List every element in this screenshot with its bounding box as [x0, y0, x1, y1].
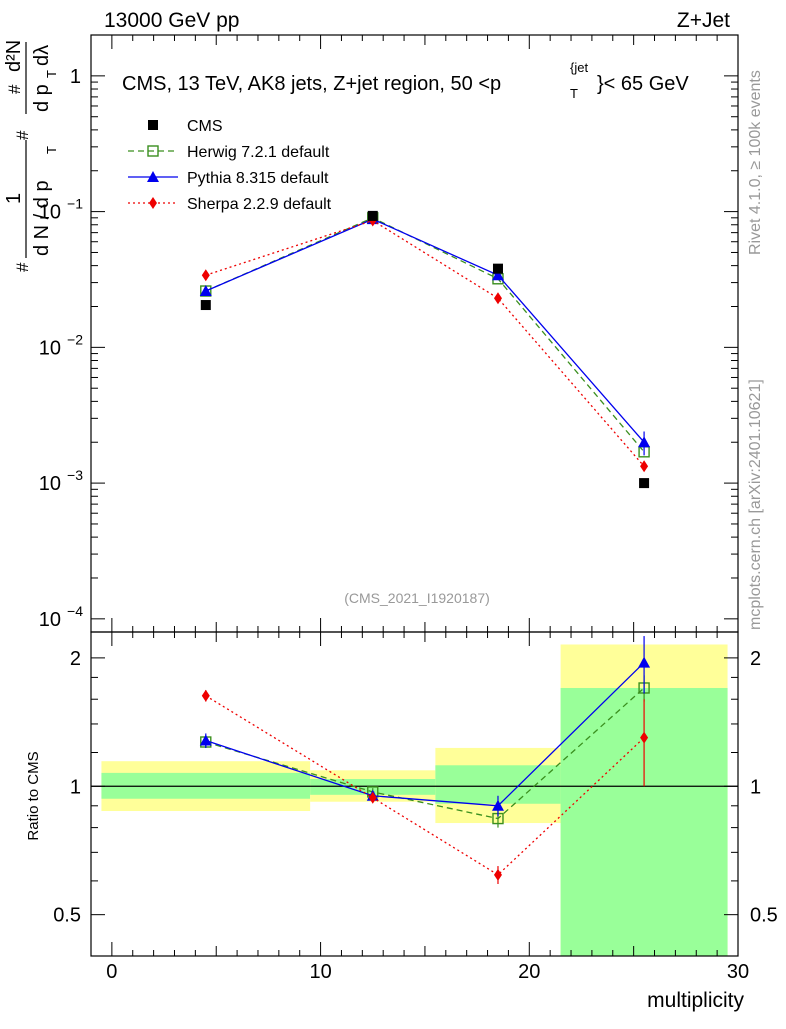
data-point: [199, 285, 212, 297]
y-tick-exponent: −2: [67, 331, 83, 347]
ylabel-one: 1: [3, 193, 25, 204]
ratio-y-tick-label: 1: [70, 776, 81, 798]
data-point: [367, 210, 378, 221]
x-tick-label: 10: [309, 961, 331, 983]
rivet-label: Rivet 4.1.0, ≥ 100k events: [747, 70, 764, 255]
x-tick-label: 0: [106, 961, 117, 983]
upper-ylabel: # 1 d N / d p T # # d p T dλ d²N: [3, 40, 59, 272]
ratio-line: [205, 687, 645, 820]
y-tick-label: 1: [70, 66, 81, 88]
legend-marker: [147, 145, 159, 157]
ratio-y-tick-label-right: 2: [750, 648, 761, 670]
ylabel-hash-2: #: [13, 130, 32, 140]
y-tick-exponent: −3: [67, 467, 83, 483]
y-tick-label: 10: [39, 609, 61, 631]
ylabel-hash-1: #: [13, 262, 32, 272]
y-tick-label: 10: [39, 202, 61, 224]
ratio-point: [368, 791, 377, 804]
y-tick-label: 10: [39, 337, 61, 359]
ratio-y-tick-label: 0.5: [53, 905, 81, 927]
ylabel-dpt: d p: [31, 84, 53, 112]
data-point: [201, 269, 210, 282]
legend-marker: [149, 197, 157, 209]
ylabel-t-1: T: [44, 146, 59, 154]
plot-title: CMS, 13 TeV, AK8 jets, Z+jet region, 50 …: [122, 60, 689, 101]
data-point: [640, 460, 649, 473]
ratio-y-tick-label-right: 1: [750, 776, 761, 798]
ratio-point: [199, 734, 212, 746]
ratio-point: [640, 731, 649, 744]
ratio-point: [201, 689, 210, 702]
header-left: 13000 GeV pp: [104, 9, 239, 32]
plot-title-main: CMS, 13 TeV, AK8 jets, Z+jet region, 50 …: [122, 73, 501, 95]
analysis-id: (CMS_2021_I1920187): [344, 590, 490, 606]
legend-entry: Pythia 8.315 default: [187, 170, 329, 187]
legend: CMS Herwig 7.2.1 default Pythia 8.315 defa…: [128, 118, 332, 213]
plot-title-sup: {jet: [570, 60, 588, 75]
ratio-panel: [90, 631, 739, 957]
ratio-point: [491, 799, 504, 811]
legend-marker: [148, 120, 158, 130]
y-tick-exponent: −4: [67, 603, 83, 619]
y-tick-label: 10: [39, 473, 61, 495]
x-tick-label: 20: [518, 961, 540, 983]
plot-title-sub: T: [570, 86, 578, 101]
ylabel-hash-3: #: [5, 84, 24, 94]
legend-entry: Sherpa 2.2.9 default: [187, 196, 332, 213]
header-right: Z+Jet: [677, 9, 730, 32]
ylabel-d2n: d²N: [3, 40, 25, 72]
legend-marker: [147, 171, 159, 182]
data-point: [492, 263, 503, 274]
data-point: [491, 269, 504, 281]
x-tick-label: 30: [727, 961, 749, 983]
ratio-series: [199, 636, 651, 885]
ratio-y-tick-label: 2: [70, 648, 81, 670]
data-point: [493, 292, 502, 305]
ratio-line: [205, 662, 645, 807]
ratio-ylabel: Ratio to CMS: [25, 751, 42, 840]
ylabel-t-2: T: [44, 70, 59, 78]
data-point: [639, 478, 650, 489]
legend-entry: CMS: [187, 118, 223, 135]
series-line: [205, 218, 645, 443]
x-axis-label: multiplicity: [647, 989, 744, 1012]
ratio-y-tick-label-right: 0.5: [750, 905, 778, 927]
ratio-frame-border: [90, 631, 739, 957]
legend-entry: Herwig 7.2.1 default: [187, 144, 330, 161]
ratio-point: [493, 868, 502, 881]
y-tick-exponent: −1: [67, 196, 83, 212]
series-line: [205, 219, 645, 467]
plot-title-tail: }< 65 GeV: [597, 73, 689, 95]
ratio-ticks: 0.5 0.51 12 20 10 20 30: [53, 632, 778, 983]
mcplots-label: mcplots.cern.ch [arXiv:2401.10621]: [747, 379, 764, 630]
upper-ticks: 1 10 −1 10 −2 10 −3 10 −4: [39, 34, 739, 632]
upper-series: [199, 210, 651, 489]
ylabel-dndpt: d N / d p: [31, 180, 53, 256]
ratio-point: [638, 656, 651, 668]
ratio-bands: [101, 644, 728, 956]
series-line: [205, 217, 645, 453]
data-point: [200, 300, 211, 311]
ylabel-dl: dλ: [31, 45, 53, 66]
